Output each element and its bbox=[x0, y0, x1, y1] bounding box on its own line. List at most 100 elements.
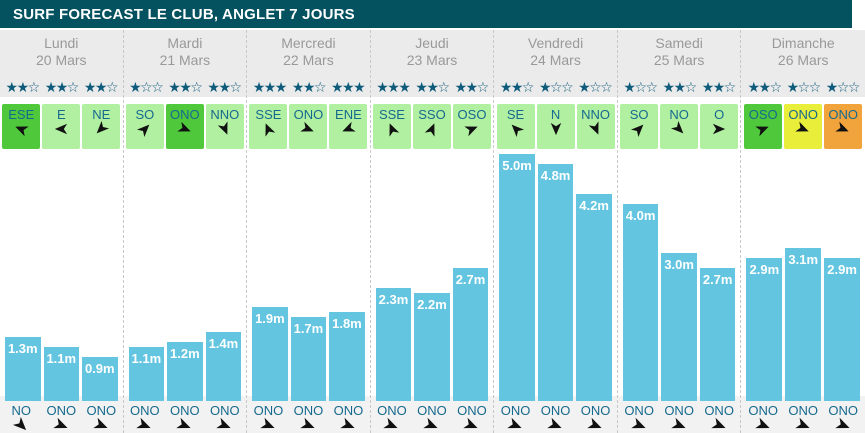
day-name: Mercredi bbox=[281, 35, 336, 51]
direction-arrow-icon bbox=[55, 123, 68, 135]
wind-direction-label: E bbox=[56, 107, 66, 122]
direction-arrow-icon bbox=[670, 417, 686, 429]
star-ratings: ★★☆ ★☆☆ ★☆☆ bbox=[741, 72, 865, 102]
wave-height-label: 4.8m bbox=[540, 168, 571, 183]
direction-arrow-icon bbox=[587, 417, 602, 429]
wave-height-bars: 1.1m 1.2m 1.4m bbox=[124, 154, 247, 401]
direction-arrow-icon bbox=[630, 417, 646, 429]
swell-arrow bbox=[834, 417, 851, 433]
wave-height-label: 2.3m bbox=[378, 292, 409, 307]
wind-direction-label: ESE bbox=[8, 107, 35, 122]
direction-arrow-icon bbox=[217, 121, 228, 135]
wind-arrow bbox=[588, 121, 603, 136]
star-group: ★☆☆ bbox=[786, 78, 822, 95]
wave-height-bars: 1.3m 1.1m 0.9m bbox=[0, 154, 123, 401]
swell-direction-label: ONO bbox=[46, 403, 77, 418]
wind-direction-label: O bbox=[714, 107, 725, 122]
swell-arrow bbox=[93, 417, 109, 433]
day-header: Vendredi 24 Mars bbox=[494, 30, 617, 72]
wave-height-bars: 2.3m 2.2m 2.7m bbox=[371, 154, 494, 401]
wind-direction-label: ONO bbox=[170, 107, 200, 122]
direction-arrow-icon bbox=[53, 417, 68, 429]
swell-arrow bbox=[53, 417, 69, 433]
direction-arrow-icon bbox=[15, 126, 29, 137]
wind-direction-row: SO ONO NNO bbox=[124, 102, 247, 154]
wind-cell: O bbox=[700, 104, 739, 149]
swell-direction-row: ONO ONO ONO bbox=[124, 401, 247, 433]
swell-arrow bbox=[216, 417, 232, 433]
wind-cell: N bbox=[536, 104, 575, 149]
wave-height-bars: 4.0m 3.0m 2.7m bbox=[618, 154, 741, 401]
wind-arrow bbox=[177, 121, 192, 136]
wind-cell: SSE bbox=[249, 104, 288, 149]
day-column: Jeudi 23 Mars ★★★ ★★☆ ★★☆ SSE SSO OSO 2.3m 2.… bbox=[371, 30, 495, 433]
star-ratings: ★★☆ ★★☆ ★★☆ bbox=[0, 72, 123, 102]
swell-arrow bbox=[12, 416, 29, 433]
wind-cell: SO bbox=[125, 104, 164, 149]
direction-arrow-icon bbox=[93, 417, 108, 429]
swell-arrow bbox=[754, 417, 771, 433]
star-ratings: ★★☆ ★☆☆ ★☆☆ bbox=[494, 72, 617, 102]
swell-direction-label: ONO bbox=[253, 403, 284, 418]
wind-cell: NE bbox=[82, 104, 121, 149]
direction-arrow-icon bbox=[136, 124, 150, 138]
swell-arrow bbox=[340, 417, 356, 433]
direction-arrow-icon bbox=[710, 417, 726, 429]
wave-height-label: 2.9m bbox=[749, 262, 780, 277]
wave-bar: 1.1m bbox=[43, 347, 80, 401]
swell-direction-row: ONO ONO ONO bbox=[247, 401, 370, 433]
wind-direction-row: SSE ONO ENE bbox=[247, 102, 370, 154]
wind-arrow bbox=[300, 121, 315, 136]
day-column: Dimanche 26 Mars ★★☆ ★☆☆ ★☆☆ OSO ONO ONO 2.9… bbox=[741, 30, 865, 433]
direction-arrow-icon bbox=[464, 126, 478, 137]
wave-bar: 2.7m bbox=[452, 268, 489, 401]
wave-bar: 4.0m bbox=[622, 204, 659, 401]
wind-direction-label: ONO bbox=[293, 107, 324, 122]
wave-height-bars: 5.0m 4.8m 4.2m bbox=[494, 154, 617, 401]
wind-cell: NNO bbox=[576, 104, 615, 149]
swell-direction-label: ONO bbox=[293, 403, 324, 418]
star-group: ★★☆ bbox=[207, 78, 242, 95]
swell-direction-row: ONO ONO ONO bbox=[741, 401, 865, 433]
direction-arrow-icon bbox=[12, 416, 26, 431]
wave-height-label: 1.1m bbox=[46, 351, 77, 366]
star-group: ★★☆ bbox=[662, 78, 698, 95]
wave-height-label: 3.0m bbox=[664, 257, 694, 272]
star-group: ★★☆ bbox=[83, 78, 119, 95]
wind-cell: SE bbox=[496, 104, 535, 149]
wind-direction-label: NNO bbox=[210, 107, 240, 122]
wind-arrow bbox=[835, 121, 850, 136]
wind-cell: ONO bbox=[784, 104, 823, 149]
direction-arrow-icon bbox=[383, 417, 399, 429]
swell-arrow bbox=[383, 417, 399, 433]
wind-arrow bbox=[712, 122, 726, 136]
wind-cell: SO bbox=[620, 104, 659, 149]
star-group: ★★★ bbox=[252, 78, 288, 95]
wind-arrow bbox=[54, 122, 68, 136]
direction-arrow-icon bbox=[754, 417, 770, 429]
direction-arrow-icon bbox=[342, 121, 357, 132]
swell-cell: ONO bbox=[329, 401, 367, 433]
wave-bar: 2.9m bbox=[746, 258, 783, 401]
wind-arrow bbox=[631, 122, 646, 138]
wind-direction-label: SE bbox=[506, 107, 525, 122]
direction-arrow-icon bbox=[835, 121, 849, 132]
wind-direction-row: SO NO O bbox=[618, 102, 741, 154]
wave-bar: 4.8m bbox=[537, 164, 574, 401]
wind-cell: NNO bbox=[205, 104, 244, 149]
day-header-band bbox=[0, 30, 865, 97]
star-group: ★☆☆ bbox=[578, 78, 613, 95]
star-group: ★★★ bbox=[331, 78, 366, 95]
day-header: Jeudi 23 Mars bbox=[371, 30, 494, 72]
swell-direction-label: ONO bbox=[130, 403, 160, 418]
wave-bar: 0.9m bbox=[82, 357, 118, 401]
wind-arrow bbox=[385, 122, 400, 137]
day-column: Mardi 21 Mars ★☆☆ ★★☆ ★★☆ SO ONO NNO 1.1m 1.2… bbox=[124, 30, 248, 433]
swell-direction-label: ONO bbox=[748, 403, 779, 418]
direction-arrow-icon bbox=[463, 417, 479, 429]
wave-bar: 2.9m bbox=[824, 258, 860, 401]
wave-height-label: 2.2m bbox=[417, 297, 447, 312]
wind-cell: E bbox=[42, 104, 81, 149]
wind-direction-label: OSO bbox=[748, 107, 778, 122]
wave-bar: 3.0m bbox=[661, 253, 697, 401]
